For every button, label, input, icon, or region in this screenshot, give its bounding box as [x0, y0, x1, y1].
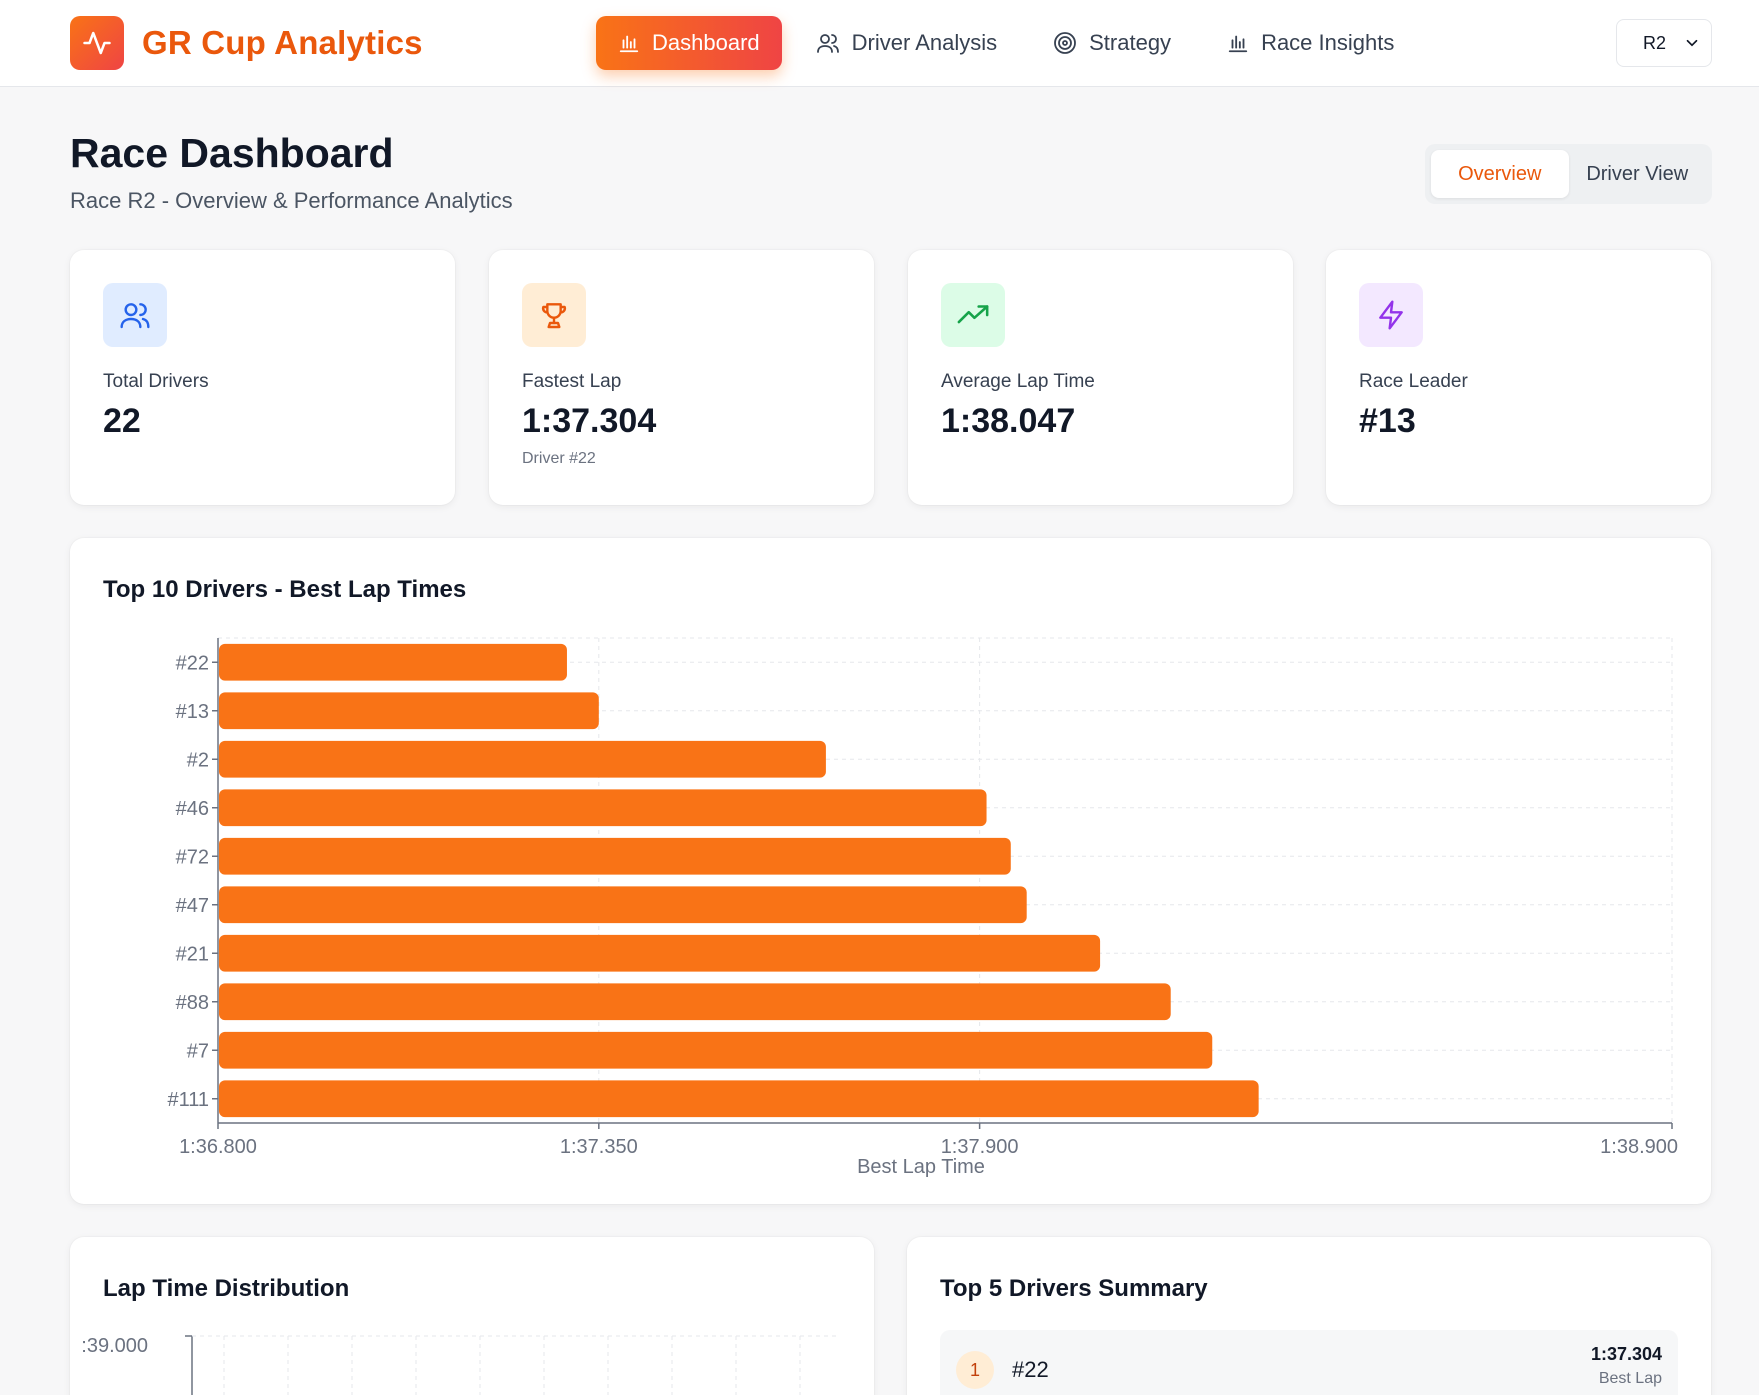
lightning-icon [1379, 300, 1403, 330]
nav-race-insights[interactable]: Race Insights [1205, 16, 1416, 70]
bar-chart-icon [1228, 35, 1248, 53]
bar [219, 643, 567, 681]
stat-label: Total Drivers [103, 371, 209, 392]
y-tick-label: #7 [187, 1040, 209, 1062]
stat-card-race-leader: Race Leader #13 [1326, 250, 1711, 505]
bar [219, 983, 1171, 1021]
bar [219, 740, 826, 778]
page-subtitle: Race R2 - Overview & Performance Analyti… [70, 188, 513, 213]
activity-icon [70, 16, 124, 70]
target-icon [1054, 32, 1077, 54]
stat-icon-box [941, 283, 1005, 347]
y-tick-label: :39.000 [81, 1335, 148, 1357]
bar [219, 837, 1011, 875]
summary-title: Top 5 Drivers Summary [940, 1275, 1208, 1302]
y-tick-label: #111 [167, 1089, 209, 1111]
tab-overview[interactable]: Overview [1431, 150, 1569, 198]
brand-title: GR Cup Analytics [142, 24, 423, 61]
y-tick-label: #21 [176, 943, 209, 965]
nav-dashboard[interactable]: Dashboard [596, 16, 782, 70]
chevron-down-icon [1686, 39, 1698, 47]
summary-row[interactable]: 1 #22 1:37.304 Best Lap [940, 1330, 1678, 1395]
distribution-chart: :39.000 [81, 1335, 840, 1395]
nav-strategy[interactable]: Strategy [1031, 16, 1193, 70]
stat-value: 1:37.304 [522, 402, 657, 440]
stat-label: Average Lap Time [941, 371, 1095, 392]
best-lap-chart-card: Top 10 Drivers - Best Lap Times #22 #13 #2… [70, 538, 1711, 1204]
stat-label: Race Leader [1359, 371, 1468, 392]
y-tick-label: #2 [187, 749, 209, 771]
nav-strategy-label: Strategy [1089, 30, 1172, 55]
stat-icon-box [103, 283, 167, 347]
main-nav: Dashboard Driver Analysis Strategy Race … [596, 16, 1428, 70]
race-select[interactable]: R2 [1616, 19, 1712, 67]
stat-value: #13 [1359, 402, 1416, 440]
x-tick-label: 1:38.900 [1600, 1136, 1678, 1158]
stat-card-total-drivers: Total Drivers 22 [70, 250, 455, 505]
bar [219, 1031, 1213, 1069]
nav-driver-analysis[interactable]: Driver Analysis [794, 16, 1019, 70]
page-title: Race Dashboard [70, 130, 394, 176]
stat-subtext: Driver #22 [522, 450, 596, 467]
users-icon [816, 34, 839, 53]
brand[interactable]: GR Cup Analytics [70, 16, 423, 70]
chart-title: Top 10 Drivers - Best Lap Times [103, 576, 467, 603]
x-axis-label: Best Lap Time [857, 1156, 985, 1178]
bar [219, 789, 987, 827]
y-tick-label: #13 [176, 701, 209, 723]
nav-race-insights-label: Race Insights [1261, 30, 1395, 55]
summary-time: 1:37.304 [1590, 1344, 1662, 1364]
x-tick-label: 1:36.800 [179, 1136, 257, 1158]
bar [219, 692, 599, 730]
y-tick-label: #46 [176, 798, 209, 820]
summary-driver: #22 [1012, 1357, 1049, 1382]
race-select-value: R2 [1643, 32, 1667, 53]
trending-up-icon [957, 305, 989, 324]
stat-value: 22 [103, 402, 141, 440]
nav-driver-analysis-label: Driver Analysis [851, 30, 998, 55]
y-tick-label: #22 [176, 652, 209, 674]
best-lap-bar-chart: #22 #13 #2 #46 #72 #47 #21 #88 #7 #111 1:36.800 1:3… [167, 637, 1678, 1178]
nav-dashboard-label: Dashboard [652, 30, 760, 55]
stat-label: Fastest Lap [522, 371, 622, 392]
x-tick-label: 1:37.350 [560, 1136, 638, 1158]
users-icon [120, 303, 150, 329]
y-tick-label: #88 [176, 992, 209, 1014]
summary-time-label: Best Lap [1598, 1370, 1662, 1387]
distribution-title: Lap Time Distribution [103, 1275, 350, 1302]
bar [219, 1080, 1259, 1118]
bar-chart-icon [619, 35, 639, 53]
bar [219, 934, 1101, 972]
stat-icon-box [522, 283, 586, 347]
lap-distribution-card: Lap Time Distribution :39.000 [70, 1237, 874, 1395]
stat-value: 1:38.047 [941, 402, 1076, 440]
stat-icon-box [1359, 283, 1423, 347]
x-tick-label: 1:37.900 [941, 1136, 1019, 1158]
y-tick-label: #47 [176, 895, 209, 917]
trophy-icon [541, 303, 567, 329]
view-toggle: Overview Driver View [1425, 144, 1712, 204]
top-navigation-bar: GR Cup Analytics Dashboard Driver Analys… [0, 0, 1759, 87]
stat-card-fastest-lap: Fastest Lap 1:37.304 Driver #22 [489, 250, 874, 505]
tab-driver-view[interactable]: Driver View [1586, 162, 1689, 185]
top-drivers-summary-card: Top 5 Drivers Summary 1 #22 1:37.304 Bes… [907, 1237, 1711, 1395]
stat-card-average-lap: Average Lap Time 1:38.047 [908, 250, 1293, 505]
rank-badge: 1 [956, 1351, 994, 1389]
y-tick-label: #72 [176, 846, 209, 868]
bar [219, 886, 1027, 924]
